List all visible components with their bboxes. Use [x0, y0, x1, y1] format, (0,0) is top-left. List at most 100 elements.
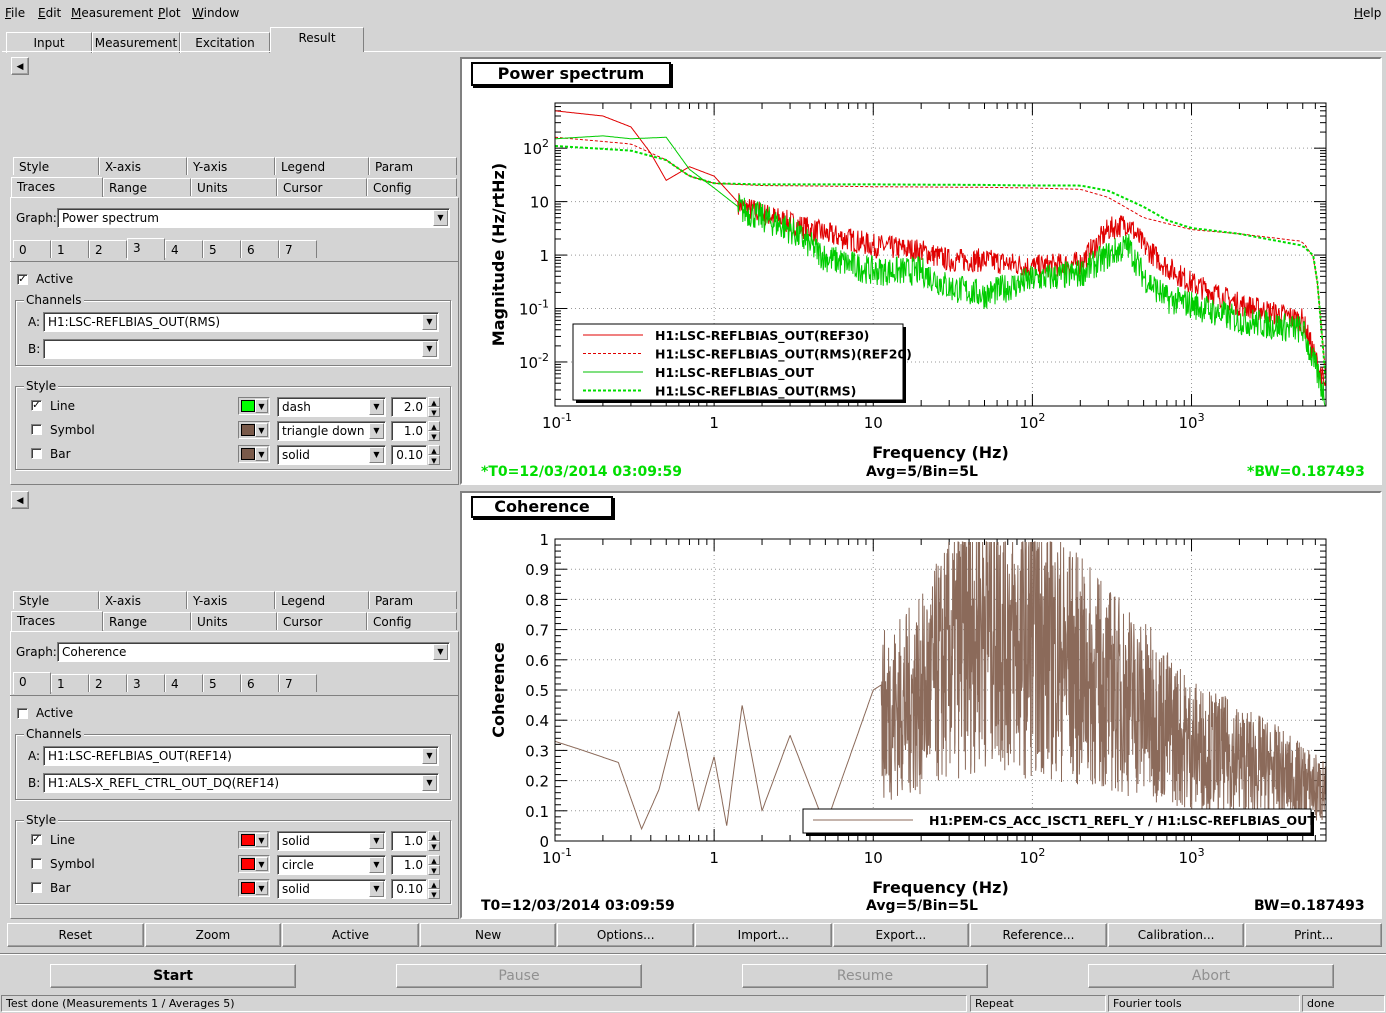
channel-a-select[interactable]: H1:LSC-REFLBIAS_OUT(RMS) ▼	[43, 312, 439, 332]
spin-down-icon[interactable]: ▼	[428, 841, 440, 851]
menu-window[interactable]: Window	[192, 6, 240, 20]
trace-tab-7[interactable]: 7	[279, 240, 317, 258]
menu-measurement[interactable]: Measurement	[71, 6, 154, 20]
calibration-button[interactable]: Calibration...	[1107, 923, 1245, 947]
spin-up-icon[interactable]: ▲	[428, 831, 440, 841]
bar-width-spinner[interactable]: 0.10 ▲ ▼	[391, 879, 441, 899]
bar-width-spinner[interactable]: 0.10 ▲ ▼	[391, 445, 441, 465]
power-spectrum-plot[interactable]: Power spectrum 10-1 1 10 102 103 10-2 10-1 1 10 1…	[460, 57, 1382, 485]
trace-tab-0[interactable]: 0	[13, 672, 51, 694]
line-checkbox[interactable]: ✓	[31, 834, 42, 845]
graph-select[interactable]: Coherence ▼	[57, 642, 450, 662]
line-color-picker[interactable]: ▼	[238, 831, 270, 849]
line-width-spinner[interactable]: 2.0 ▲ ▼	[391, 397, 441, 417]
trace-tab-4[interactable]: 4	[165, 674, 203, 692]
line-width-spinner[interactable]: 1.0 ▲ ▼	[391, 831, 441, 851]
subtab-xaxis[interactable]: X-axis	[99, 591, 187, 609]
subtab-range[interactable]: Range	[103, 612, 191, 630]
subtab-units[interactable]: Units	[191, 178, 277, 196]
trace-tab-7[interactable]: 7	[279, 674, 317, 692]
active-button[interactable]: Active	[282, 923, 419, 947]
spin-up-icon[interactable]: ▲	[428, 421, 440, 431]
subtab-cursor[interactable]: Cursor	[277, 612, 367, 630]
bar-checkbox[interactable]	[31, 882, 42, 893]
bar-checkbox[interactable]	[31, 448, 42, 459]
spin-down-icon[interactable]: ▼	[428, 407, 440, 417]
symbol-checkbox[interactable]	[31, 424, 42, 435]
resume-button[interactable]: Resume	[742, 964, 988, 988]
subtab-style[interactable]: Style	[13, 157, 99, 175]
channel-b-select[interactable]: ▼	[43, 339, 439, 359]
symbol-color-picker[interactable]: ▼	[238, 855, 270, 873]
subtab-traces[interactable]: Traces	[11, 177, 103, 197]
trace-tab-4[interactable]: 4	[165, 240, 203, 258]
active-checkbox[interactable]	[17, 708, 28, 719]
new-button[interactable]: New	[419, 923, 557, 947]
spin-down-icon[interactable]: ▼	[428, 865, 440, 875]
symbol-style-select[interactable]: triangle down ▼	[277, 421, 386, 441]
subtab-legend[interactable]: Legend	[275, 591, 369, 609]
symbol-checkbox[interactable]	[31, 858, 42, 869]
trace-tab-6[interactable]: 6	[241, 674, 279, 692]
bar-color-picker[interactable]: ▼	[238, 879, 270, 897]
options-button[interactable]: Options...	[557, 923, 694, 947]
bar-style-select[interactable]: solid ▼	[277, 445, 386, 465]
subtab-config[interactable]: Config	[367, 612, 457, 630]
tab-input[interactable]: Input	[6, 32, 92, 53]
channel-b-select[interactable]: H1:ALS-X_REFL_CTRL_OUT_DQ(REF14) ▼	[43, 773, 439, 793]
trace-tab-1[interactable]: 1	[51, 240, 89, 258]
spin-up-icon[interactable]: ▲	[428, 397, 440, 407]
spin-up-icon[interactable]: ▲	[428, 879, 440, 889]
coherence-plot[interactable]: Coherence 10-1 1 10 102 103 0 0.1 0.2 0.3 0.4 0.5 0…	[460, 491, 1382, 919]
menu-plot[interactable]: Plot	[158, 6, 181, 20]
symbol-size-spinner[interactable]: 1.0 ▲ ▼	[391, 855, 441, 875]
graph-select[interactable]: Power spectrum ▼	[57, 208, 450, 228]
bar-color-picker[interactable]: ▼	[238, 445, 270, 463]
subtab-yaxis[interactable]: Y-axis	[187, 591, 275, 609]
line-style-select[interactable]: solid ▼	[277, 831, 386, 851]
line-color-picker[interactable]: ▼	[238, 397, 270, 415]
spin-down-icon[interactable]: ▼	[428, 889, 440, 899]
spin-up-icon[interactable]: ▲	[428, 445, 440, 455]
pause-button[interactable]: Pause	[396, 964, 642, 988]
symbol-style-select[interactable]: circle ▼	[277, 855, 386, 875]
power-spectrum-canvas[interactable]: 10-1 1 10 102 103 10-2 10-1 1 10 102 Frequency (Hz…	[462, 59, 1380, 483]
reset-button[interactable]: Reset	[7, 923, 144, 947]
spin-down-icon[interactable]: ▼	[428, 431, 440, 441]
subtab-xaxis[interactable]: X-axis	[99, 157, 187, 175]
trace-tab-1[interactable]: 1	[51, 674, 89, 692]
start-button[interactable]: Start	[50, 964, 296, 988]
line-checkbox[interactable]: ✓	[31, 400, 42, 411]
subtab-traces[interactable]: Traces	[11, 611, 103, 631]
trace-tab-3[interactable]: 3	[127, 238, 165, 260]
trace-tab-2[interactable]: 2	[89, 674, 127, 692]
print-button[interactable]: Print...	[1245, 923, 1382, 947]
active-checkbox[interactable]: ✓	[17, 274, 28, 285]
subtab-yaxis[interactable]: Y-axis	[187, 157, 275, 175]
subtab-units[interactable]: Units	[191, 612, 277, 630]
subtab-cursor[interactable]: Cursor	[277, 178, 367, 196]
subtab-style[interactable]: Style	[13, 591, 99, 609]
trace-tab-6[interactable]: 6	[241, 240, 279, 258]
menu-file[interactable]: File	[5, 6, 26, 20]
tab-excitation[interactable]: Excitation	[180, 32, 270, 53]
trace-tab-5[interactable]: 5	[203, 674, 241, 692]
tab-result[interactable]: Result	[270, 27, 364, 52]
export-button[interactable]: Export...	[832, 923, 970, 947]
menu-edit[interactable]: Edit	[38, 6, 62, 20]
spin-down-icon[interactable]: ▼	[428, 455, 440, 465]
subtab-param[interactable]: Param	[369, 591, 457, 609]
channel-a-select[interactable]: H1:LSC-REFLBIAS_OUT(REF14) ▼	[43, 746, 439, 766]
reference-button[interactable]: Reference...	[970, 923, 1107, 947]
collapse-top-button[interactable]: ◀	[11, 57, 29, 75]
trace-tab-2[interactable]: 2	[89, 240, 127, 258]
trace-tab-0[interactable]: 0	[13, 240, 51, 258]
coherence-canvas[interactable]: 10-1 1 10 102 103 0 0.1 0.2 0.3 0.4 0.5 0.6 0.7 0.8 0.…	[462, 493, 1380, 917]
abort-button[interactable]: Abort	[1088, 964, 1334, 988]
symbol-color-picker[interactable]: ▼	[238, 421, 270, 439]
tab-measurement[interactable]: Measurement	[92, 32, 180, 53]
symbol-size-spinner[interactable]: 1.0 ▲ ▼	[391, 421, 441, 441]
subtab-legend[interactable]: Legend	[275, 157, 369, 175]
subtab-config[interactable]: Config	[367, 178, 457, 196]
zoom-button[interactable]: Zoom	[144, 923, 282, 947]
